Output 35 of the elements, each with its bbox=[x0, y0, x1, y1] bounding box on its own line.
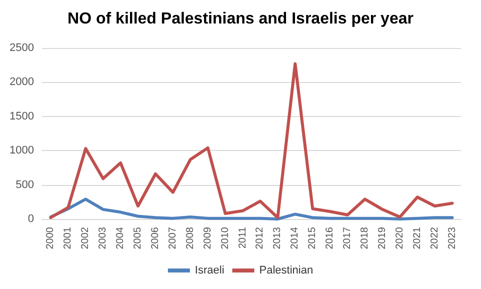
x-tick-label: 2005 bbox=[132, 226, 144, 250]
x-tick-label: 2016 bbox=[324, 226, 336, 250]
x-tick-label: 2012 bbox=[254, 226, 266, 250]
x-tick-label: 2013 bbox=[272, 226, 284, 250]
y-tick-label: 500 bbox=[16, 178, 34, 191]
x-tick-label: 2008 bbox=[184, 226, 196, 250]
x-tick-label: 2011 bbox=[237, 226, 248, 249]
x-tick-label: 2003 bbox=[98, 226, 109, 250]
x-tick-label: 2015 bbox=[307, 226, 318, 250]
x-tick-label: 2001 bbox=[62, 226, 74, 250]
x-tick-label: 2006 bbox=[150, 226, 161, 250]
x-tick-label: 2002 bbox=[80, 226, 92, 250]
x-tick-label: 2017 bbox=[342, 226, 354, 250]
x-tick-label: 2022 bbox=[429, 226, 440, 250]
x-tick-label: 2009 bbox=[202, 226, 214, 250]
y-tick-label: 1500 bbox=[10, 110, 34, 122]
x-tick-label: 2007 bbox=[167, 226, 178, 250]
x-tick-label: 2020 bbox=[394, 226, 406, 250]
y-tick-label: 0 bbox=[28, 213, 34, 225]
x-tick-label: 2023 bbox=[446, 226, 458, 250]
y-tick-label: 2500 bbox=[10, 42, 34, 54]
chart-title: NO of killed Palestinians and Israelis per year bbox=[68, 10, 414, 28]
line-series bbox=[49, 62, 454, 220]
line-series bbox=[49, 198, 454, 220]
x-tick-label: 2021 bbox=[412, 226, 423, 250]
x-tick-label: 2010 bbox=[220, 226, 231, 250]
x-tick-label: 2018 bbox=[359, 226, 370, 250]
legend-label: Palestinian bbox=[259, 264, 314, 276]
y-tick-label: 2000 bbox=[10, 76, 34, 88]
x-tick-label: 2000 bbox=[45, 226, 56, 250]
legend-label: Israeli bbox=[194, 264, 224, 276]
y-tick-label: 1000 bbox=[10, 144, 34, 157]
x-tick-label: 2019 bbox=[376, 226, 388, 250]
x-tick-label: 2004 bbox=[115, 226, 126, 250]
x-tick-label: 2014 bbox=[290, 226, 301, 250]
